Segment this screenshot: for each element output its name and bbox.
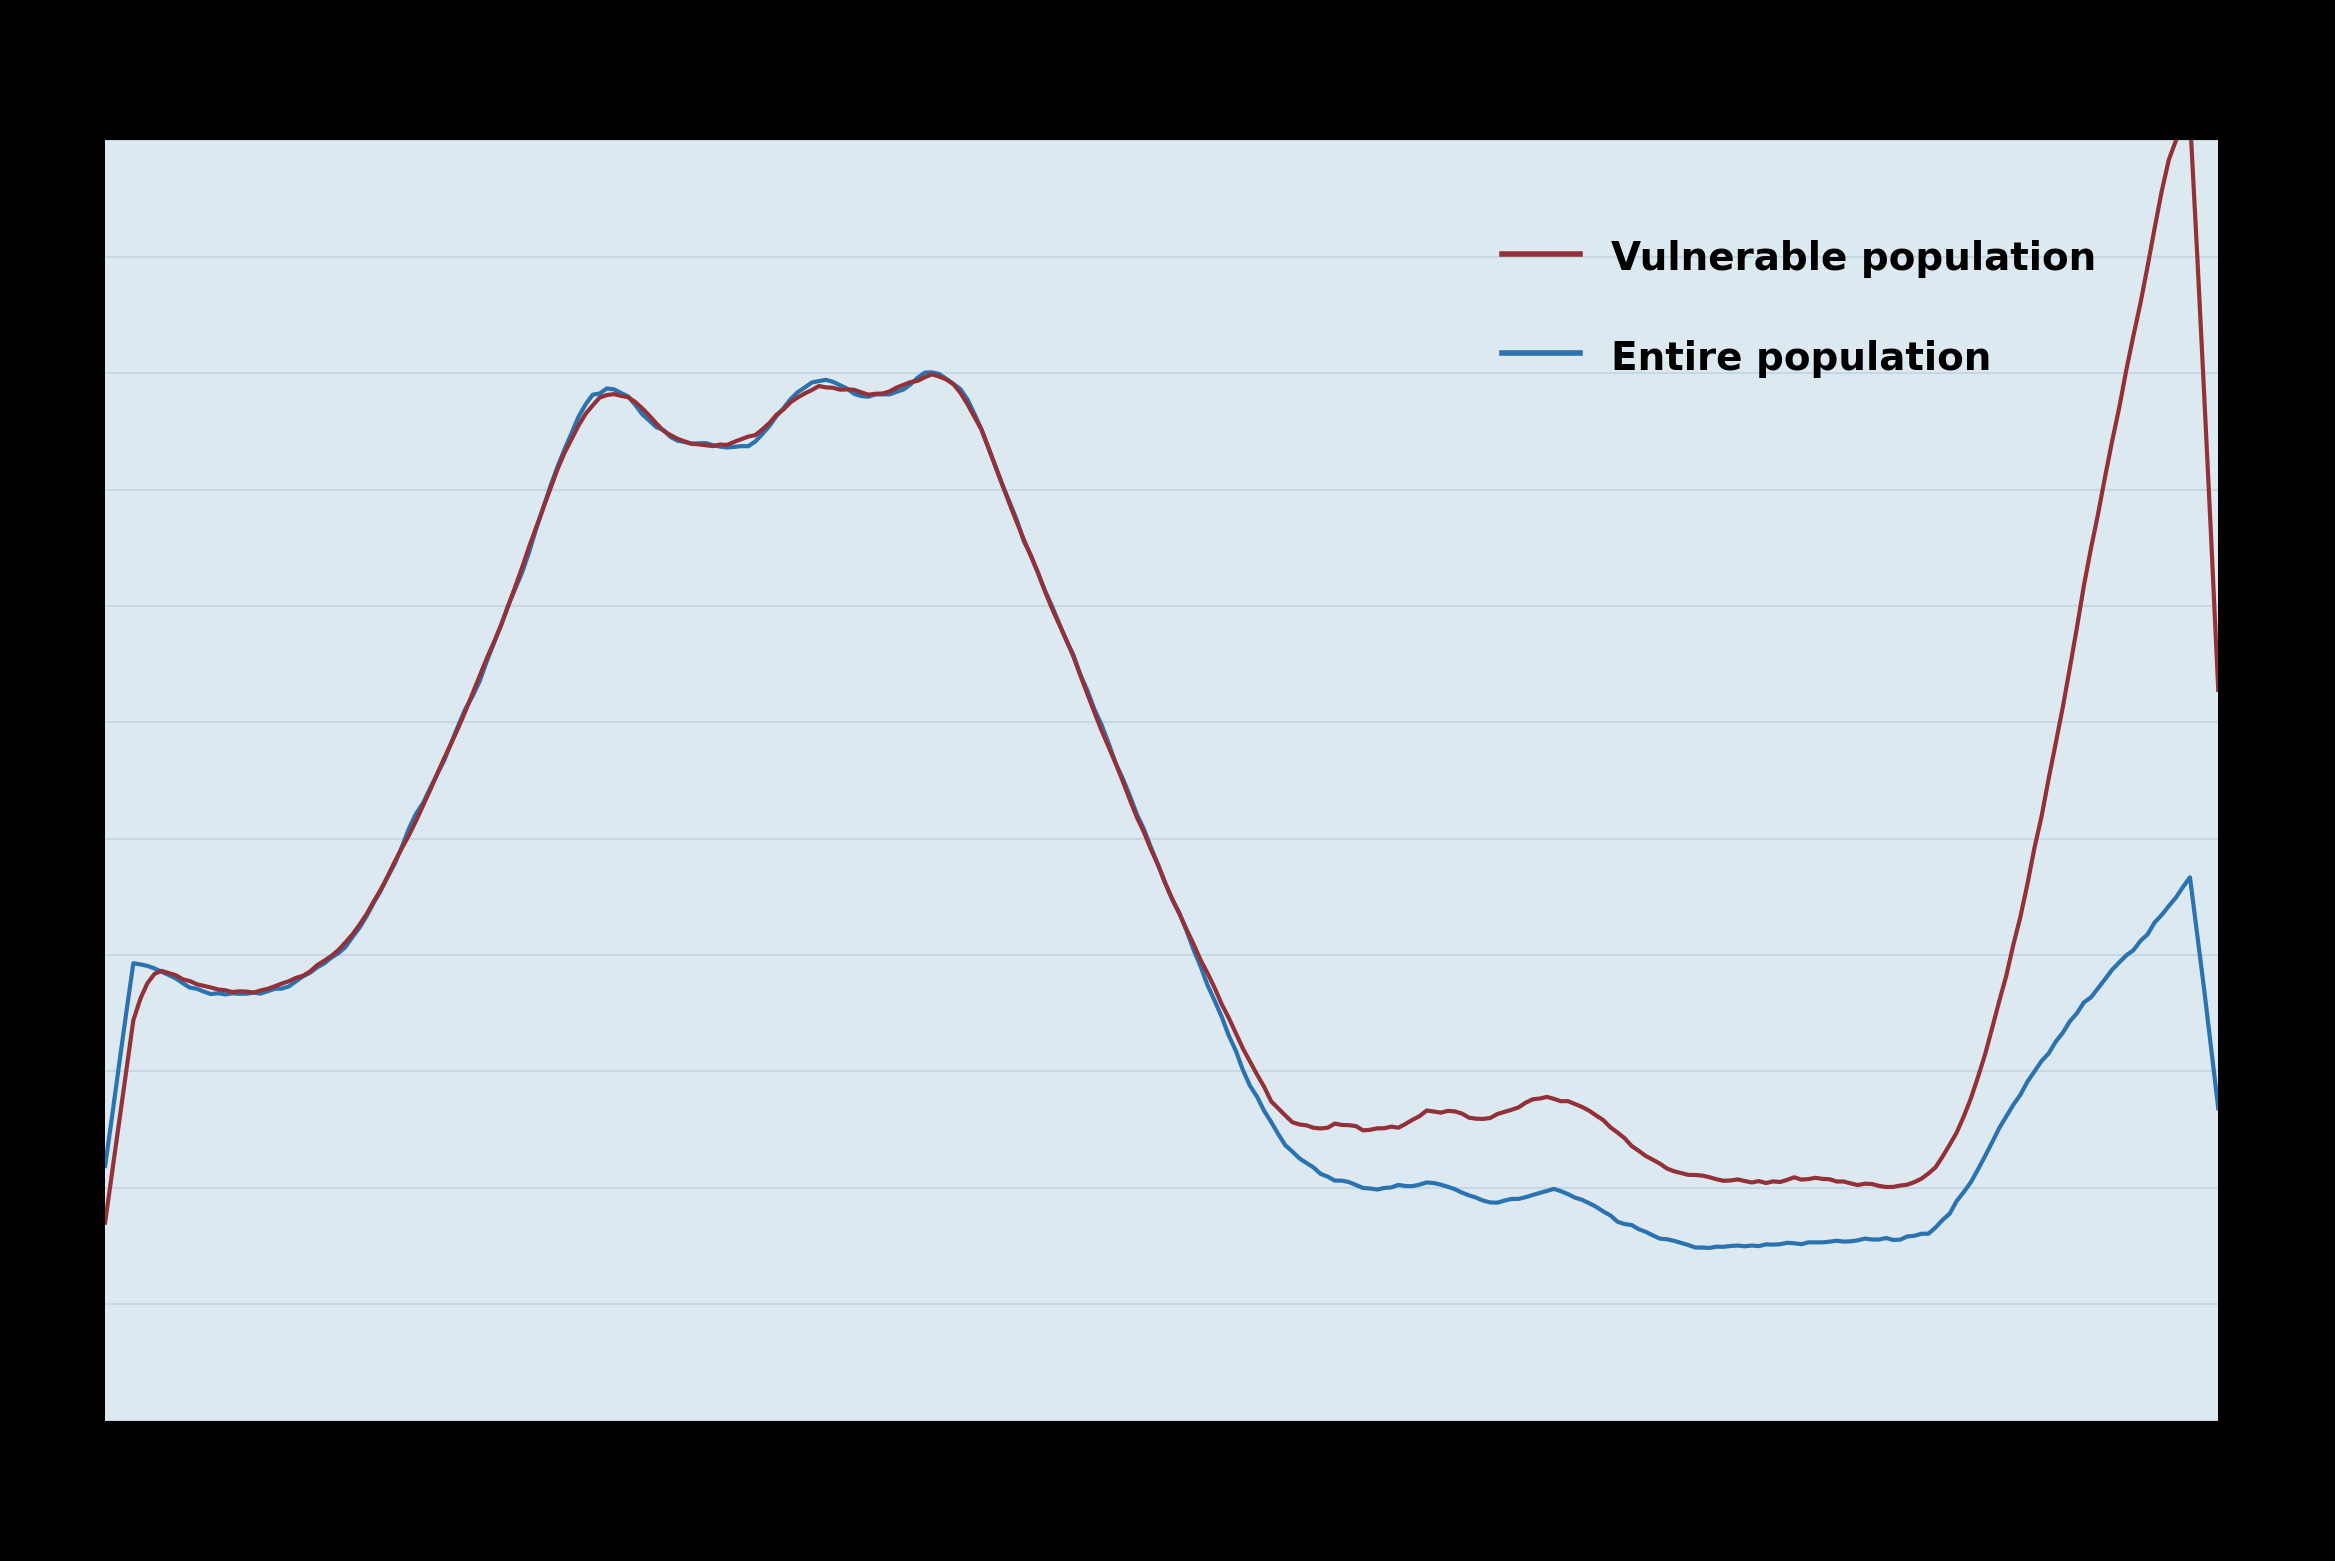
Legend: Vulnerable population, Entire population: Vulnerable population, Entire population	[1464, 198, 2137, 417]
